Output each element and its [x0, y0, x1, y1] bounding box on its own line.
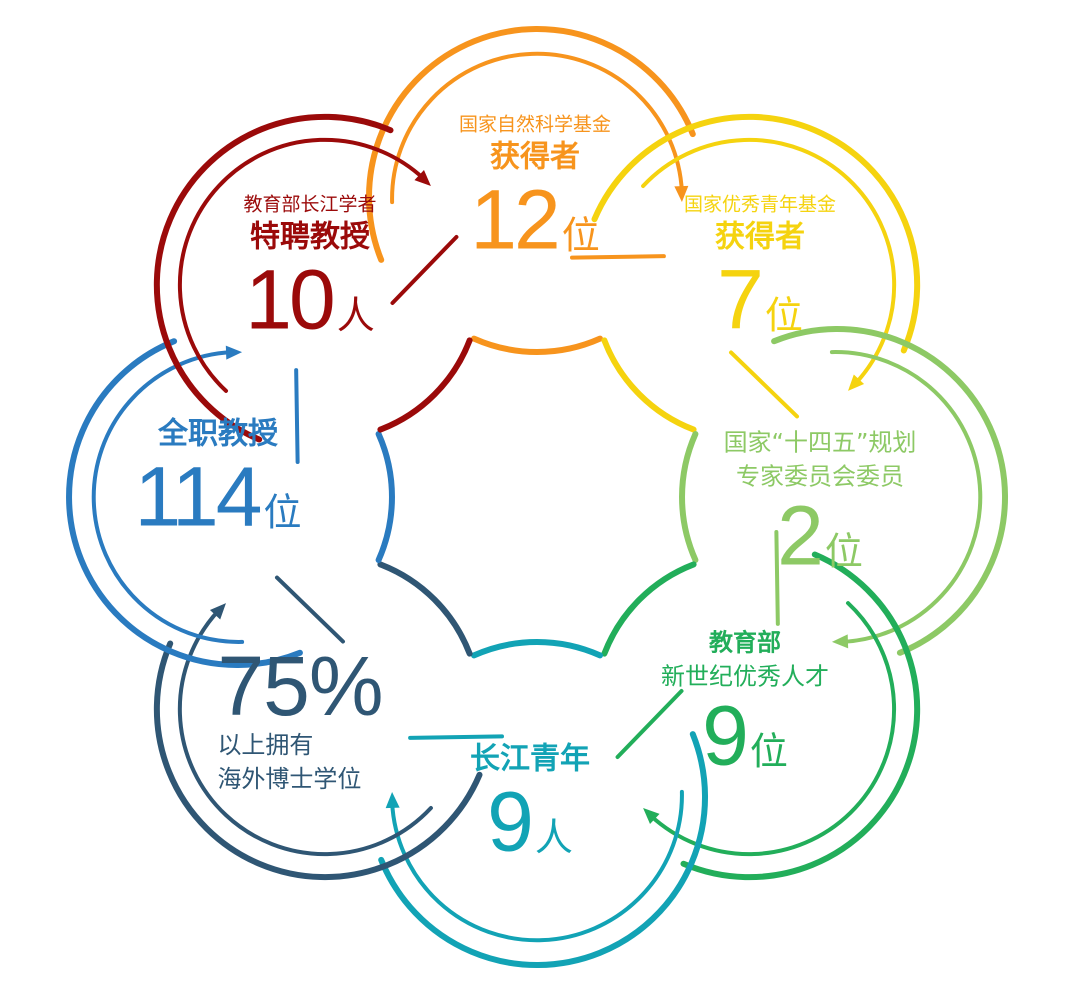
petal-inner-arc [641, 137, 897, 386]
petal-sublabel: 特聘教授 [249, 219, 370, 255]
petal-divider-line [774, 530, 780, 626]
petal-overseas-phd: 75% 以上拥有 海外博士学位 [217, 639, 383, 796]
petal-inner-arc [829, 350, 983, 644]
petal-sublabel: 获得者 [489, 139, 580, 175]
petal-divider-line [390, 234, 459, 305]
petal-label: 教育部长江学者 [243, 193, 377, 216]
arrowhead-icon [831, 634, 849, 649]
petal-changjiang-chair: 教育部长江学者 特聘教授 10 人 [243, 192, 376, 359]
petal-label: 以上拥有 [217, 731, 314, 759]
petal-divider-line [408, 734, 504, 740]
petal-label: 全职教授 [158, 416, 278, 452]
petal-hub-arc [377, 337, 473, 433]
petal-full-professors: 全职教授 114 位 [135, 415, 302, 556]
petal-outer-arc [66, 338, 303, 669]
petal-divider-line [570, 254, 666, 260]
petal-divider-line [615, 689, 684, 760]
petal-inner-arc [177, 137, 426, 393]
petal-divider-line [274, 575, 345, 644]
petal-hub-arc [375, 431, 395, 563]
petal-outer-arc [153, 113, 394, 443]
petal-outer-arc [771, 325, 1008, 656]
petal-hub-arc [679, 431, 699, 563]
petal-hub-arc [377, 561, 473, 657]
petal-hub-arc [601, 561, 697, 657]
petal-label: 国家“十四五”规划 [723, 428, 917, 457]
petal-label: 国家自然科学基金 [458, 113, 612, 136]
petal-outer-arc [591, 113, 921, 354]
petal-inner-arc [390, 51, 684, 205]
petal-inner-arc [648, 601, 897, 857]
petal-divider-line [729, 350, 800, 419]
arrowhead-icon [848, 374, 865, 391]
petal-divider-line [294, 368, 300, 464]
arrowhead-icon [643, 808, 660, 825]
petal-sublabel: 专家委员会委员 [736, 462, 904, 491]
arrowhead-icon [674, 185, 689, 203]
petal-outer-arc [365, 26, 696, 263]
petal-sublabel: 海外博士学位 [217, 765, 362, 793]
petal-sublabel: 新世纪优秀人才 [661, 662, 829, 691]
petal-number: 12 位 [470, 172, 600, 267]
arrowhead-icon [385, 791, 400, 809]
petal-number: 114 位 [134, 449, 302, 544]
petal-inner-arc [91, 350, 245, 644]
petal-sublabel: 获得者 [714, 219, 805, 255]
petal-label: 国家优秀青年基金 [683, 193, 837, 216]
petal-hub-arc [601, 337, 697, 433]
petal-label: 教育部 [709, 628, 781, 657]
petal-inner-arc [177, 608, 433, 857]
petal-nsfc: 国家自然科学基金 获得者 12 位 [459, 112, 611, 279]
petal-label: 长江青年 [470, 741, 590, 777]
petal-outer-arc [680, 551, 921, 881]
petal-number: 75% [217, 639, 383, 733]
petal-inner-arc [390, 789, 684, 943]
petal-hub-arc [471, 639, 603, 659]
arrowhead-icon [209, 603, 226, 620]
arrowhead-icon [225, 345, 243, 360]
petal-outer-arc [153, 640, 483, 881]
petal-outer-arc [378, 731, 709, 968]
petal-number: 10 人 [245, 252, 375, 347]
arrowhead-icon [414, 169, 431, 186]
petal-hub-arc [471, 335, 603, 355]
